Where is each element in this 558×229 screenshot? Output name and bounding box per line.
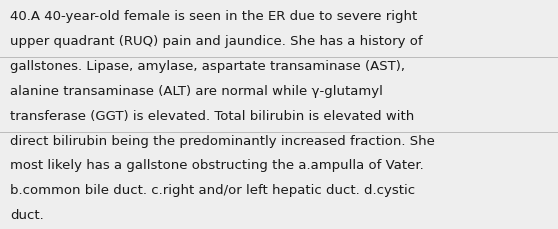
Text: alanine transaminase (ALT) are normal while γ-glutamyl: alanine transaminase (ALT) are normal wh… xyxy=(10,85,383,98)
Text: upper quadrant (RUQ) pain and jaundice. She has a history of: upper quadrant (RUQ) pain and jaundice. … xyxy=(10,35,422,48)
Text: transferase (GGT) is elevated. Total bilirubin is elevated with: transferase (GGT) is elevated. Total bil… xyxy=(10,109,414,122)
Text: 40.A 40-year-old female is seen in the ER due to severe right: 40.A 40-year-old female is seen in the E… xyxy=(10,10,417,23)
Text: direct bilirubin being the predominantly increased fraction. She: direct bilirubin being the predominantly… xyxy=(10,134,435,147)
Text: b.common bile duct. c.right and/or left hepatic duct. d.cystic: b.common bile duct. c.right and/or left … xyxy=(10,183,415,196)
Text: duct.: duct. xyxy=(10,208,44,221)
Text: gallstones. Lipase, amylase, aspartate transaminase (AST),: gallstones. Lipase, amylase, aspartate t… xyxy=(10,60,405,73)
Text: most likely has a gallstone obstructing the a.ampulla of Vater.: most likely has a gallstone obstructing … xyxy=(10,159,424,172)
